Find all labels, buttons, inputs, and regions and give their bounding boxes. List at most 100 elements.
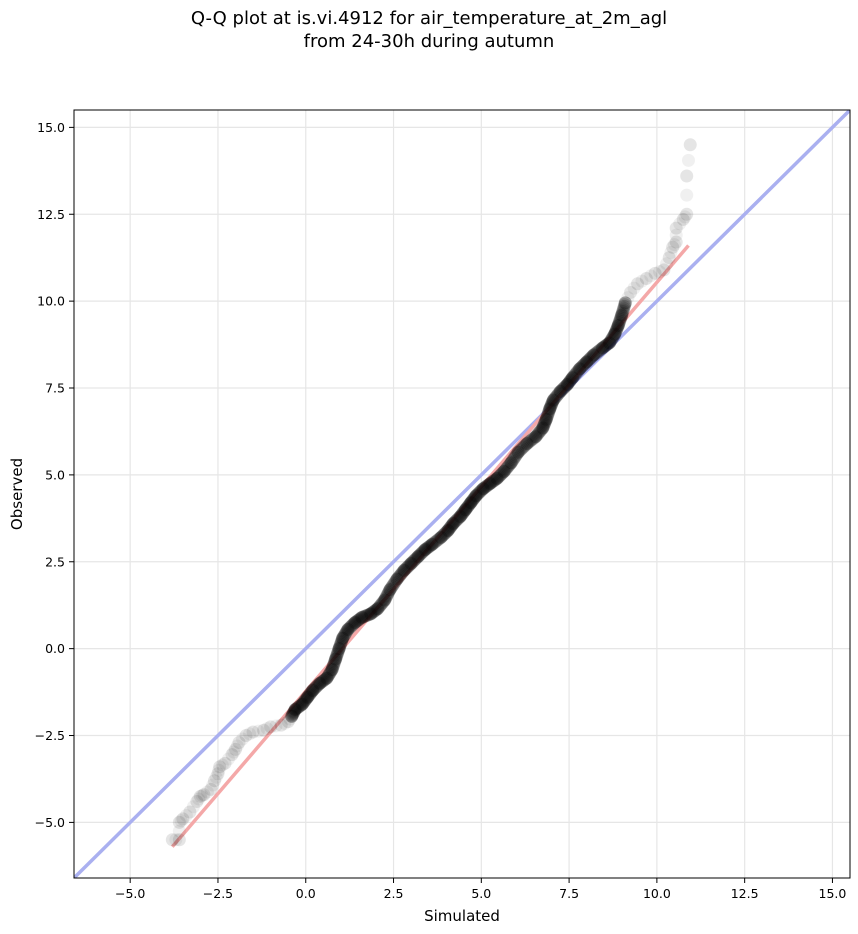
quantile-point <box>425 537 439 551</box>
quantile-point-fill <box>209 770 223 784</box>
quantile-point-fill <box>653 265 667 279</box>
quantile-point-fill <box>335 633 349 647</box>
quantile-point <box>464 496 478 510</box>
quantile-point-fill <box>455 508 469 522</box>
quantile-point-fill <box>615 306 629 320</box>
quantile-point-fill <box>406 555 420 569</box>
quantile-point-fill <box>337 629 351 643</box>
quantile-point-fill <box>354 611 368 625</box>
quantile-point-fill <box>521 436 535 450</box>
quantile-point-fill <box>487 474 501 488</box>
quantile-point-fill <box>269 719 283 733</box>
quantile-point-fill <box>435 529 449 543</box>
quantile-point <box>602 336 616 350</box>
quantile-point <box>595 341 609 355</box>
quantile-point <box>364 607 378 621</box>
quantile-point-fill <box>381 587 395 601</box>
quantile-point-fill <box>590 345 604 359</box>
quantile-point-fill <box>613 314 627 328</box>
quantile-point-fill <box>456 507 470 521</box>
quantile-point-fill <box>498 463 512 477</box>
y-tick-label: 12.5 <box>37 207 65 222</box>
quantile-point-fill <box>369 603 383 617</box>
quantile-point-fill <box>172 824 186 838</box>
quantile-point <box>183 805 197 819</box>
quantile-point <box>618 296 632 310</box>
quantile-point-fill <box>302 688 316 702</box>
quantile-point-fill <box>444 520 458 534</box>
quantile-point-fill <box>315 675 329 689</box>
quantile-point-fill <box>537 417 551 431</box>
quantile-point-fill <box>475 483 489 497</box>
quantile-point-fill <box>316 674 330 688</box>
x-tick-label: 12.5 <box>731 886 759 901</box>
quantile-point-fill <box>339 626 353 640</box>
quantile-point-fill <box>286 706 300 720</box>
quantile-point-fill <box>507 451 521 465</box>
quantile-point-fill <box>500 461 514 475</box>
quantile-point-fill <box>423 539 437 553</box>
quantile-point <box>264 720 278 734</box>
quantile-point-fill <box>611 320 625 334</box>
plot-area <box>74 110 850 878</box>
quantile-point <box>397 563 411 577</box>
quantile-point-fill <box>462 498 476 512</box>
quantile-point-fill <box>606 330 620 344</box>
quantile-point-fill <box>568 368 582 382</box>
quantile-point-fill <box>554 383 568 397</box>
quantile-point-fill <box>395 566 409 580</box>
quantile-point <box>197 788 211 802</box>
quantile-point-fill <box>489 472 503 486</box>
quantile-point-fill <box>473 485 487 499</box>
quantile-point-fill <box>478 480 492 494</box>
quantile-point-fill <box>470 488 484 502</box>
quantile-point-fill <box>584 351 598 365</box>
quantile-point-fill <box>581 354 595 368</box>
quantile-point-fill <box>512 444 526 458</box>
quantile-point-fill <box>333 640 347 654</box>
quantile-point-fill <box>386 578 400 592</box>
quantile-point-fill <box>299 692 313 706</box>
quantile-point-fill <box>546 394 560 408</box>
quantile-point-fill <box>290 701 304 715</box>
quantile-point-fill <box>604 333 618 347</box>
quantile-point-fill <box>388 575 402 589</box>
quantile-point-fill <box>600 337 614 351</box>
quantile-point <box>662 251 676 265</box>
quantile-point-fill <box>621 291 635 305</box>
quantile-point <box>453 510 467 524</box>
quantile-point-fill <box>542 405 556 419</box>
quantile-point <box>469 489 483 503</box>
quantile-point-fill <box>326 660 340 674</box>
quantile-point-fill <box>539 414 553 428</box>
y-tick-label: −2.5 <box>35 728 65 743</box>
quantile-point-fill <box>538 415 552 429</box>
quantile-point-fill <box>326 661 340 675</box>
quantile-point-fill <box>561 377 575 391</box>
quantile-point-fill <box>503 457 517 471</box>
quantile-point <box>566 371 580 385</box>
quantile-point-fill <box>486 474 500 488</box>
quantile-point-fill <box>535 422 549 436</box>
quantile-point-fill <box>420 541 434 555</box>
quantile-point-fill <box>424 538 438 552</box>
quantile-point <box>676 212 690 226</box>
quantile-point-fill <box>319 672 333 686</box>
quantile-point-fill <box>572 363 586 377</box>
quantile-point-fill <box>482 477 496 491</box>
quantile-point-fill <box>392 570 406 584</box>
quantile-point-fill <box>309 680 323 694</box>
quantile-point-fill <box>445 519 459 533</box>
quantile-point-fill <box>405 556 419 570</box>
quantile-point-fill <box>678 210 692 224</box>
quantile-point <box>539 412 553 426</box>
quantile-point-fill <box>414 547 428 561</box>
quantile-point-fill <box>312 677 326 691</box>
quantile-point-fill <box>430 533 444 547</box>
quantile-point-fill <box>577 358 591 372</box>
quantile-point-fill <box>603 335 617 349</box>
quantile-point-fill <box>457 505 471 519</box>
quantile-point-fill <box>421 540 435 554</box>
quantile-point-fill <box>419 542 433 556</box>
quantile-point <box>639 272 653 286</box>
